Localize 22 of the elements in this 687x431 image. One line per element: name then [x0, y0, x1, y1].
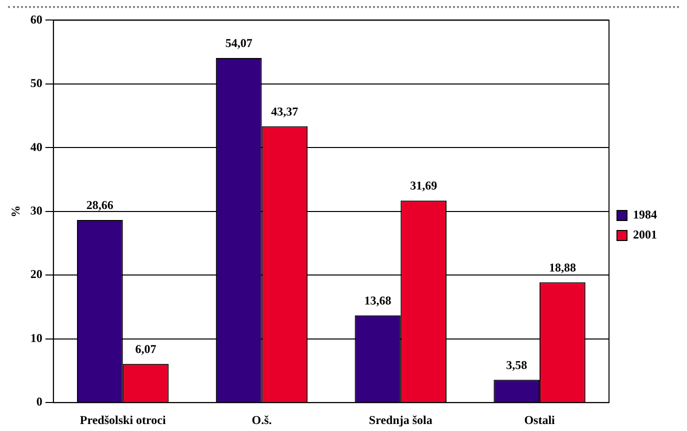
- x-tick-label: Ostali: [524, 412, 556, 427]
- data-label: 13,68: [364, 294, 392, 308]
- data-label: 3,58: [506, 358, 528, 372]
- y-tick-label: 30: [30, 203, 42, 218]
- y-tick-label: 40: [30, 140, 42, 154]
- data-label: 54,07: [225, 36, 252, 50]
- y-tick-label: 50: [30, 76, 42, 90]
- y-tick-label: 20: [30, 267, 42, 282]
- y-tick-label: 10: [30, 330, 42, 345]
- x-tick-label: O.š.: [252, 412, 272, 427]
- legend-label: 1984: [633, 208, 657, 222]
- x-tick-label: Srednja šola: [368, 412, 432, 427]
- data-label: 6,07: [135, 342, 156, 356]
- y-axis-title: %: [8, 205, 22, 218]
- legend-label: 2001: [633, 228, 657, 242]
- data-label: 28,66: [86, 198, 114, 212]
- data-label: 31,69: [410, 178, 438, 193]
- x-tick-label: Predšolski otroci: [80, 412, 166, 427]
- data-label: 18,88: [548, 260, 576, 274]
- y-tick-label: 60: [30, 12, 42, 26]
- data-label: 43,37: [271, 104, 298, 118]
- y-tick-label: 0: [36, 394, 42, 409]
